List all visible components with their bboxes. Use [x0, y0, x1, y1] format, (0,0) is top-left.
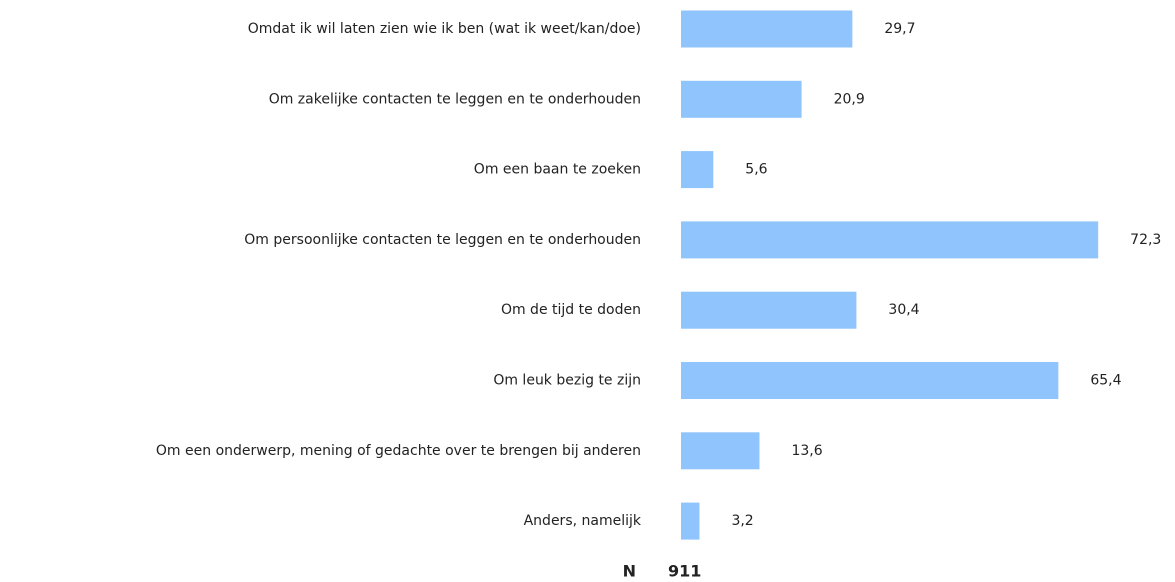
value-label: 72,3: [1130, 232, 1161, 248]
category-label: Om persoonlijke contacten te leggen en t…: [244, 232, 641, 248]
category-label: Omdat ik wil laten zien wie ik ben (wat …: [248, 21, 641, 37]
value-label: 29,7: [884, 21, 915, 37]
value-label: 13,6: [791, 443, 822, 459]
value-label: 30,4: [888, 302, 919, 318]
value-label: 3,2: [731, 513, 753, 529]
bar: [681, 362, 1059, 399]
category-label: Om een baan te zoeken: [474, 162, 641, 178]
n-label: N: [623, 562, 636, 581]
bar: [681, 80, 802, 118]
bar: [681, 291, 857, 329]
bar: [681, 10, 853, 48]
bar: [681, 502, 700, 540]
category-label: Om leuk bezig te zijn: [493, 373, 641, 389]
bar: [681, 432, 760, 470]
n-value: 911: [668, 562, 701, 581]
bar: [681, 151, 714, 189]
category-label: Om een onderwerp, mening of gedachte ove…: [156, 443, 641, 459]
bar: [681, 221, 1099, 259]
category-label: Om zakelijke contacten te leggen en te o…: [269, 91, 641, 107]
category-label: Anders, namelijk: [524, 513, 642, 529]
value-label: 65,4: [1090, 373, 1121, 389]
category-label: Om de tijd te doden: [501, 302, 641, 318]
value-label: 20,9: [834, 91, 865, 107]
value-label: 5,6: [745, 162, 767, 178]
